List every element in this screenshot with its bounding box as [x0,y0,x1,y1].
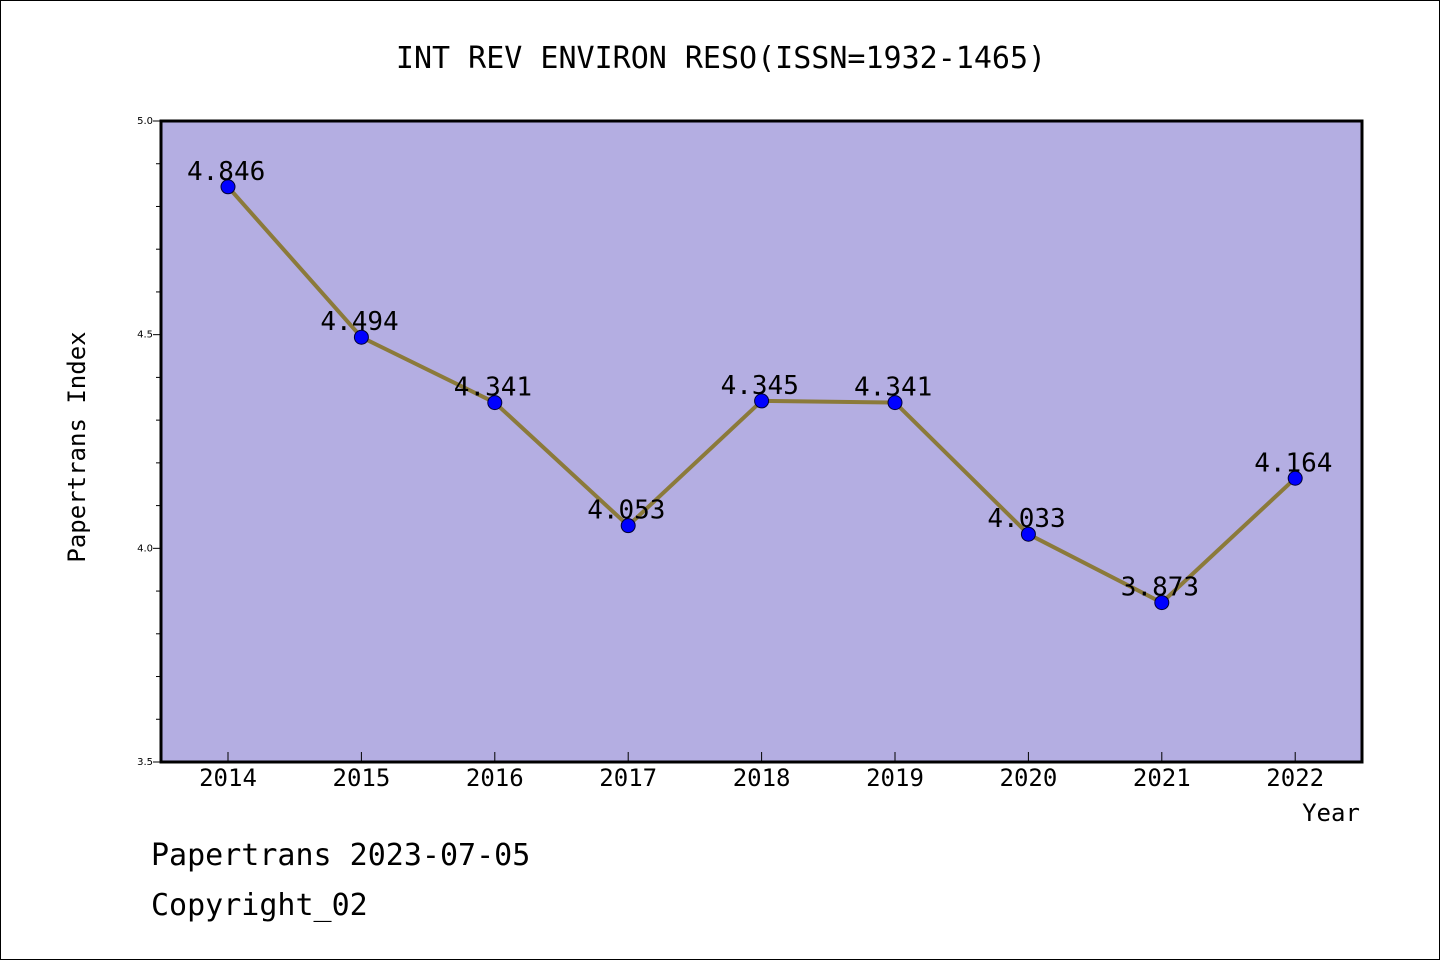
data-point [754,393,770,409]
x-tick-label: 2016 [466,764,524,792]
data-label: 4.345 [721,371,799,401]
data-label: 3.873 [1121,573,1199,603]
x-tick-label: 2017 [599,764,657,792]
data-point [220,179,236,195]
y-axis-label: Papertrans Index [63,331,91,562]
chart-title: INT REV ENVIRON RESO(ISSN=1932-1465) [396,41,1046,76]
plot-area [161,121,1362,762]
x-axis: 2014 2015 2016 2017 2018 2019 2020 2021 2022 [199,752,1324,792]
x-tick-label: 2015 [333,764,391,792]
data-point [1287,470,1303,486]
y-tick-label: 4.5 [137,330,153,341]
data-point [620,518,636,534]
plot-border [159,119,1364,764]
y-axis: 3.5 4.0 4.5 5.0 [137,116,161,768]
data-label: 4.033 [987,504,1065,534]
data-label: 4.494 [320,307,398,337]
data-point [887,395,903,411]
footer-date: Papertrans 2023-07-05 [151,838,530,873]
x-tick-label: 2020 [1000,764,1058,792]
x-tick-label: 2018 [733,764,791,792]
y-tick-label: 5.0 [137,116,153,127]
data-label: 4.846 [187,157,265,187]
y-tick-label: 4.0 [137,543,153,554]
data-label: 4.164 [1254,448,1332,478]
data-labels: 4.846 4.494 4.341 4.053 4.345 4.341 4.033 3.873… [187,157,1332,603]
y-tick-label: 3.5 [137,757,153,768]
x-axis-label: Year [1302,799,1360,827]
data-point [1020,526,1036,542]
data-label: 4.341 [454,373,532,403]
data-point [487,395,503,411]
data-point [1154,595,1170,611]
x-tick-label: 2014 [199,764,257,792]
data-label: 4.053 [587,496,665,526]
x-tick-label: 2019 [866,764,924,792]
footer-copyright: Copyright_02 [151,888,368,923]
data-point [353,329,369,345]
x-tick-label: 2022 [1266,764,1324,792]
series-group [220,179,1303,611]
data-label: 4.341 [854,373,932,403]
x-tick-label: 2021 [1133,764,1191,792]
